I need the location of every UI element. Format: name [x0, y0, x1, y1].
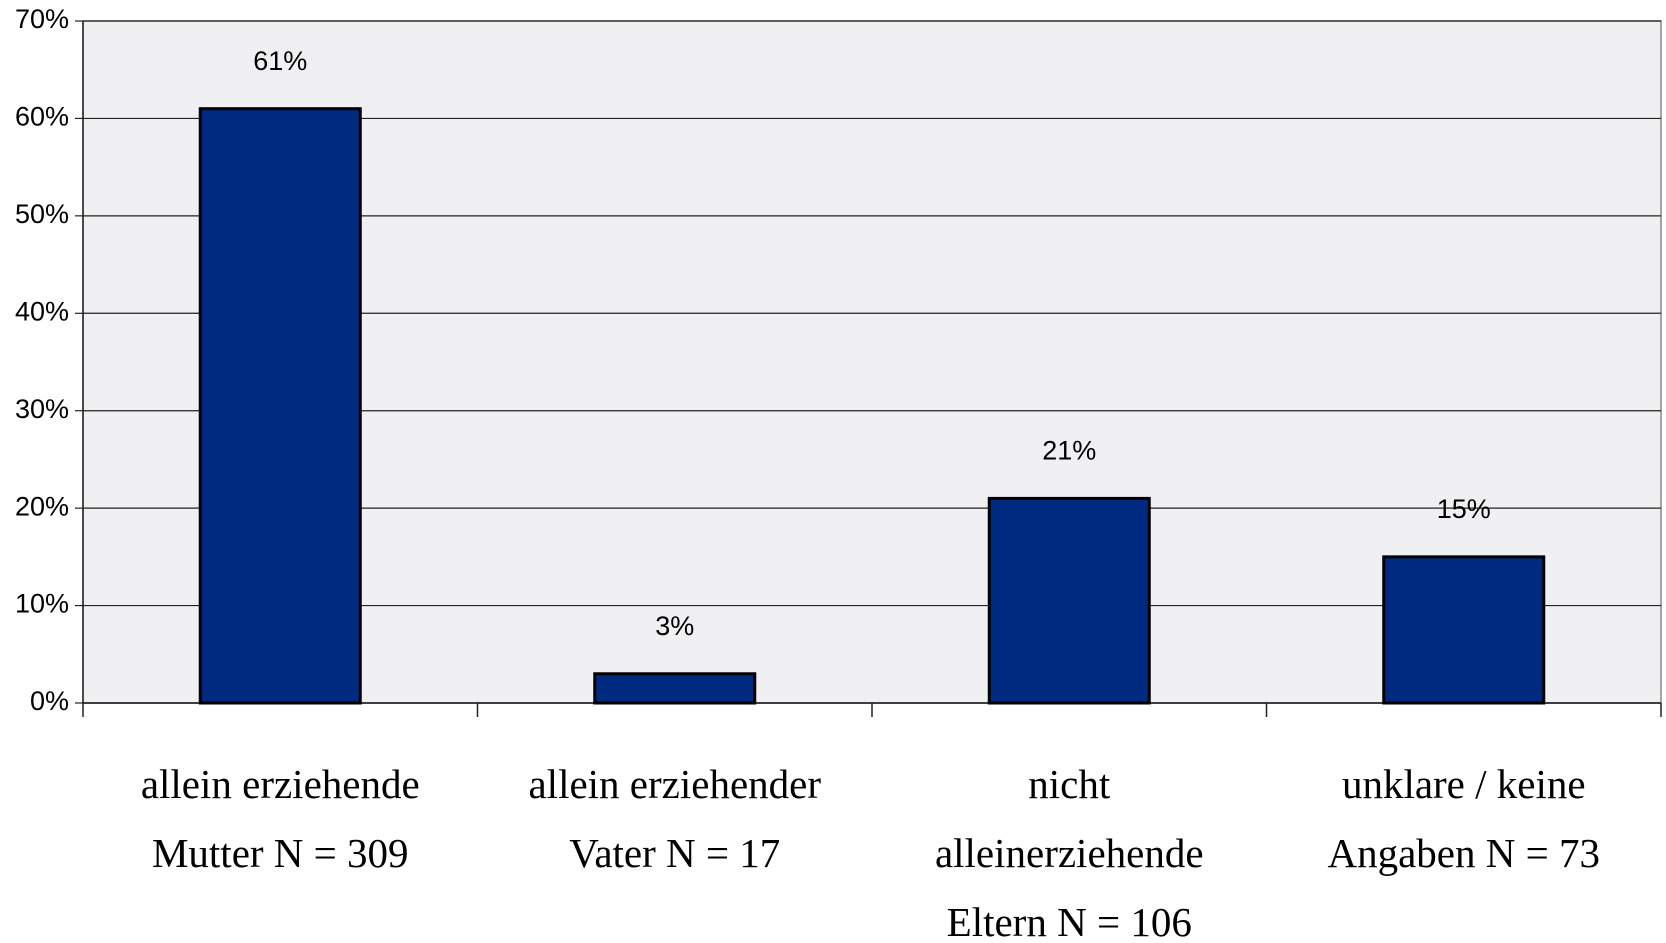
x-tick-label: allein erziehender Vater N = 17: [528, 761, 821, 876]
y-tick-label: 20%: [15, 491, 69, 521]
value-label: 3%: [655, 611, 694, 641]
bar: [987, 496, 1151, 705]
x-tick-label: allein erziehende Mutter N = 309: [140, 761, 420, 876]
y-tick-label: 0%: [30, 686, 69, 716]
x-tick-label: nicht alleinerziehende Eltern N = 106: [934, 761, 1204, 943]
value-label: 15%: [1437, 494, 1491, 524]
y-tick-label: 60%: [15, 102, 69, 132]
value-label: 61%: [253, 46, 307, 76]
y-tick-label: 40%: [15, 296, 69, 326]
y-tick-label: 70%: [15, 4, 69, 34]
y-tick-label: 30%: [15, 394, 69, 424]
bar: [593, 672, 757, 705]
value-label: 21%: [1042, 436, 1096, 466]
bar: [1382, 555, 1546, 705]
y-tick-label: 10%: [15, 589, 69, 619]
y-tick-label: 50%: [15, 199, 69, 229]
x-tick-label: unklare / keine Angaben N = 73: [1327, 761, 1601, 876]
bar: [198, 107, 362, 705]
